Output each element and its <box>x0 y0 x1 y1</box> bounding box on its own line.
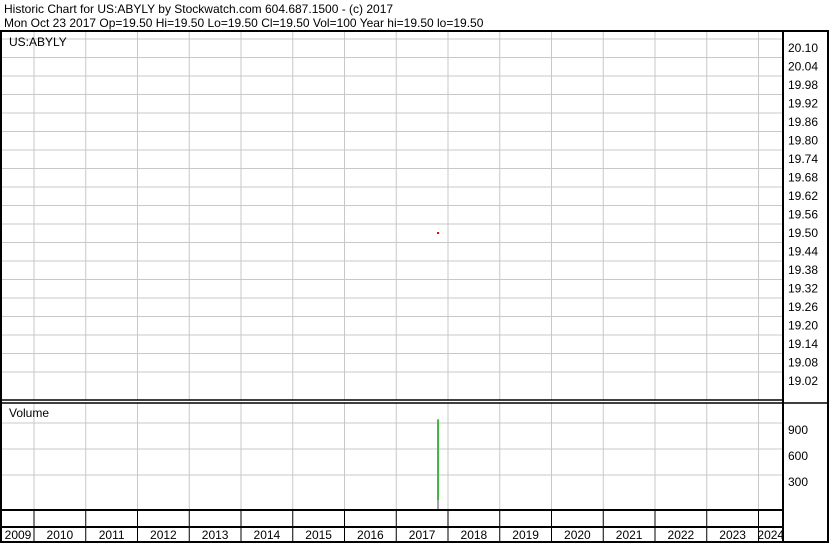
year-label: 2016 <box>357 528 384 542</box>
price-tick-label: 19.68 <box>788 171 818 185</box>
year-label: 2022 <box>668 528 695 542</box>
year-label: 2009 <box>5 528 32 542</box>
price-tick-label: 19.20 <box>788 319 818 333</box>
year-label: 2019 <box>512 528 539 542</box>
price-tick-label: 19.14 <box>788 337 818 351</box>
price-tick-label: 19.02 <box>788 374 818 388</box>
price-tick-label: 19.32 <box>788 282 818 296</box>
price-tick-label: 19.26 <box>788 300 818 314</box>
year-label: 2012 <box>150 528 177 542</box>
year-label: 2023 <box>719 528 746 542</box>
price-tick-label: 19.62 <box>788 189 818 203</box>
price-tick-label: 19.98 <box>788 78 818 92</box>
year-label: 2013 <box>202 528 229 542</box>
price-tick-label: 19.08 <box>788 356 818 370</box>
chart-header-title: Historic Chart for US:ABYLY by Stockwatc… <box>4 2 394 16</box>
volume-tick-label: 600 <box>788 449 808 463</box>
price-tick-label: 19.50 <box>788 226 818 240</box>
price-tick-label: 19.38 <box>788 263 818 277</box>
volume-tick-label: 900 <box>788 423 808 437</box>
year-label: 2024 <box>757 528 784 542</box>
year-label: 2020 <box>564 528 591 542</box>
volume-tick-label: 300 <box>788 475 808 489</box>
price-tick-label: 19.56 <box>788 208 818 222</box>
year-label: 2017 <box>409 528 436 542</box>
price-point <box>437 232 440 234</box>
year-label: 2010 <box>47 528 74 542</box>
price-tick-label: 20.10 <box>788 41 818 55</box>
price-tick-label: 20.04 <box>788 60 818 74</box>
price-tick-label: 19.80 <box>788 134 818 148</box>
year-label: 2015 <box>305 528 332 542</box>
chart-header-quote: Mon Oct 23 2017 Op=19.50 Hi=19.50 Lo=19.… <box>4 16 484 30</box>
year-label: 2018 <box>461 528 488 542</box>
year-label: 2021 <box>616 528 643 542</box>
price-tick-label: 19.86 <box>788 115 818 129</box>
chart-frame <box>0 30 829 543</box>
price-tick-label: 19.92 <box>788 97 818 111</box>
price-panel-title: US:ABYLY <box>9 35 67 49</box>
year-label: 2014 <box>254 528 281 542</box>
price-tick-label: 19.74 <box>788 152 818 166</box>
year-label: 2011 <box>99 528 125 542</box>
volume-panel-title: Volume <box>9 406 49 420</box>
price-tick-label: 19.44 <box>788 245 818 259</box>
